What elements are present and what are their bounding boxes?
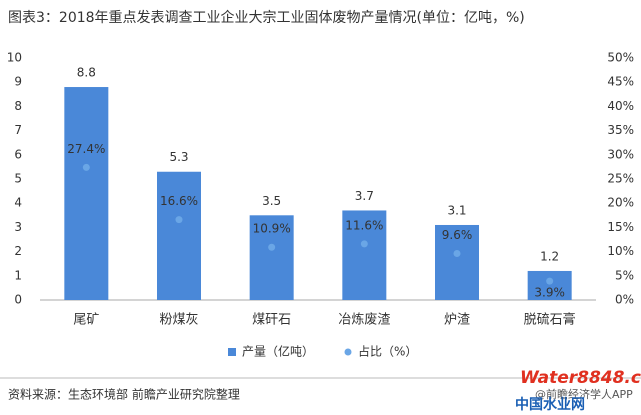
y-tick-label: 5 bbox=[14, 172, 22, 186]
y2-tick-label: 10% bbox=[607, 244, 634, 258]
bar bbox=[64, 87, 109, 300]
y-tick-label: 7 bbox=[14, 123, 22, 137]
legend-label: 占比（%） bbox=[358, 344, 417, 359]
y-tick-label: 8 bbox=[14, 99, 22, 113]
bar bbox=[249, 215, 294, 300]
y2-tick-label: 5% bbox=[615, 268, 634, 282]
y-tick-label: 4 bbox=[14, 196, 22, 210]
legend-swatch bbox=[344, 348, 352, 356]
bar-value-label: 1.2 bbox=[540, 249, 559, 263]
legend-label: 产量（亿吨） bbox=[242, 344, 314, 359]
y-tick-label: 9 bbox=[14, 75, 22, 89]
bar bbox=[527, 270, 572, 300]
bar bbox=[342, 210, 387, 300]
y2-tick-label: 20% bbox=[607, 196, 634, 210]
x-tick-label: 炉渣 bbox=[444, 313, 470, 328]
dot bbox=[453, 250, 461, 258]
watermark-site-name: 中国水业网 bbox=[515, 396, 585, 413]
dot bbox=[360, 240, 368, 248]
y2-tick-label: 25% bbox=[607, 172, 634, 186]
y-tick-label: 2 bbox=[14, 244, 22, 258]
dot-value-label: 11.6% bbox=[345, 218, 383, 232]
y2-tick-label: 15% bbox=[607, 220, 634, 234]
bar-value-label: 5.3 bbox=[169, 150, 188, 164]
legend-swatch bbox=[228, 348, 236, 356]
dot bbox=[546, 277, 554, 285]
dot bbox=[175, 216, 183, 224]
y2-tick-label: 30% bbox=[607, 147, 634, 161]
y-tick-label: 6 bbox=[14, 147, 22, 161]
dot bbox=[82, 163, 90, 171]
x-tick-label: 煤矸石 bbox=[252, 313, 291, 328]
bar bbox=[435, 224, 479, 300]
dot-value-label: 16.6% bbox=[160, 194, 198, 208]
dot-value-label: 10.9% bbox=[253, 222, 291, 236]
bar-value-label: 3.7 bbox=[355, 189, 374, 203]
watermark-site: Water8848.com bbox=[520, 368, 641, 388]
x-tick-label: 粉煤灰 bbox=[159, 313, 198, 328]
dot-value-label: 27.4% bbox=[67, 142, 105, 156]
dot bbox=[268, 243, 276, 251]
y2-tick-label: 0% bbox=[615, 293, 634, 307]
bar-value-label: 8.8 bbox=[77, 66, 96, 80]
chart-title: 图表3：2018年重点发表调查工业企业大宗工业固体废物产量情况(单位：亿吨，%) bbox=[8, 9, 525, 26]
x-tick-label: 冶炼废渣 bbox=[338, 312, 390, 328]
bar-value-label: 3.1 bbox=[447, 203, 466, 217]
y-tick-label: 3 bbox=[14, 220, 22, 234]
source: 资料来源：生态环境部 前瞻产业研究院整理 bbox=[8, 387, 240, 402]
x-tick-label: 脱硫石膏 bbox=[524, 312, 576, 328]
bar bbox=[157, 171, 201, 300]
y-tick-label: 0 bbox=[14, 293, 22, 307]
dot-value-label: 9.6% bbox=[442, 228, 473, 242]
y-tick-label: 10 bbox=[7, 51, 22, 65]
y2-tick-label: 45% bbox=[607, 75, 634, 89]
watermark-app: @前瞻经济学人APP bbox=[535, 387, 633, 401]
x-tick-label: 尾矿 bbox=[73, 313, 99, 328]
y-tick-label: 1 bbox=[14, 268, 22, 282]
y2-tick-label: 40% bbox=[607, 99, 634, 113]
dot-value-label: 3.9% bbox=[534, 286, 565, 300]
y2-tick-label: 50% bbox=[607, 51, 634, 65]
bar-value-label: 3.5 bbox=[262, 194, 281, 208]
y2-tick-label: 35% bbox=[607, 123, 634, 137]
